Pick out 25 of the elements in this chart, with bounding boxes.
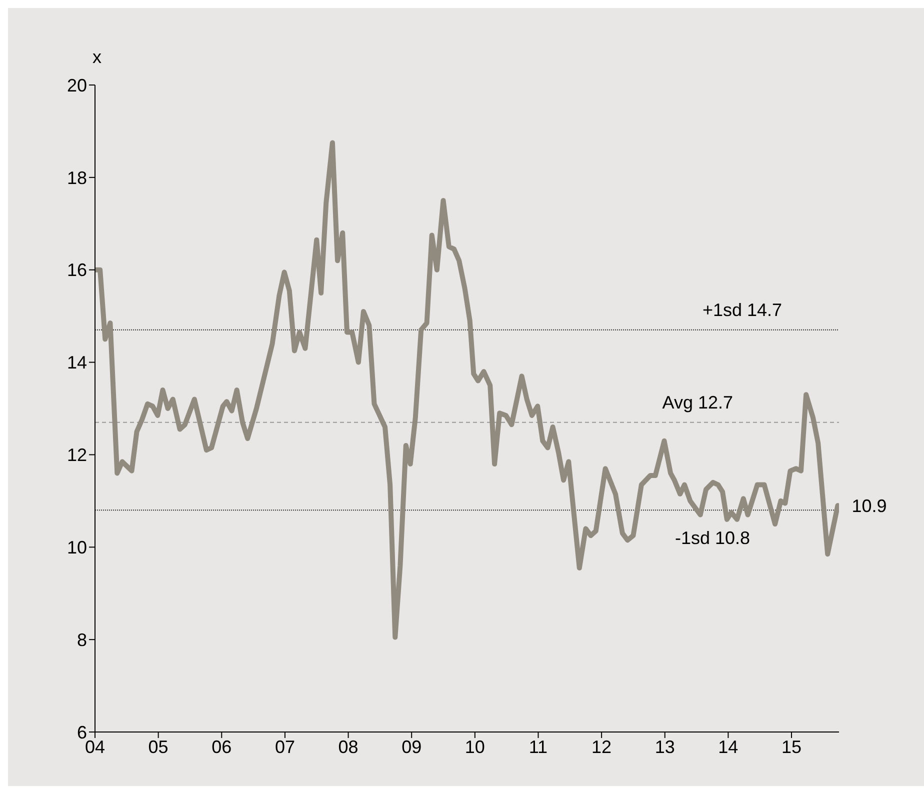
y-tick-label: 10 — [66, 538, 87, 558]
x-tick-label: 10 — [464, 736, 485, 757]
x-tick-label: 14 — [718, 736, 738, 757]
x-tick-label: 13 — [654, 736, 675, 757]
y-tick-label: 18 — [66, 168, 87, 188]
x-tick-label: 09 — [402, 736, 422, 757]
ref-line-label: Avg 12.7 — [662, 392, 734, 412]
ref-line-label: -1sd 10.8 — [674, 528, 750, 548]
y-tick-label: 6 — [76, 722, 87, 742]
y-axis-title: x — [92, 47, 102, 67]
x-tick-label: 04 — [84, 736, 106, 757]
x-tick-label: 07 — [274, 736, 295, 757]
y-tick-label: 8 — [76, 630, 87, 650]
annotation: 10.9 — [852, 496, 887, 516]
x-tick-label: 08 — [338, 736, 358, 757]
x-tick-label: 12 — [592, 736, 612, 757]
x-tick-label: 15 — [781, 736, 802, 757]
x-tick-label: 06 — [212, 736, 232, 757]
ref-line-label: +1sd 14.7 — [702, 300, 782, 320]
x-tick-label: 05 — [148, 736, 168, 757]
y-tick-label: 12 — [66, 445, 87, 466]
y-tick-label: 16 — [66, 260, 87, 280]
y-tick-label: 20 — [66, 75, 87, 96]
x-tick-label: 11 — [528, 736, 548, 757]
y-tick-label: 14 — [66, 352, 87, 373]
